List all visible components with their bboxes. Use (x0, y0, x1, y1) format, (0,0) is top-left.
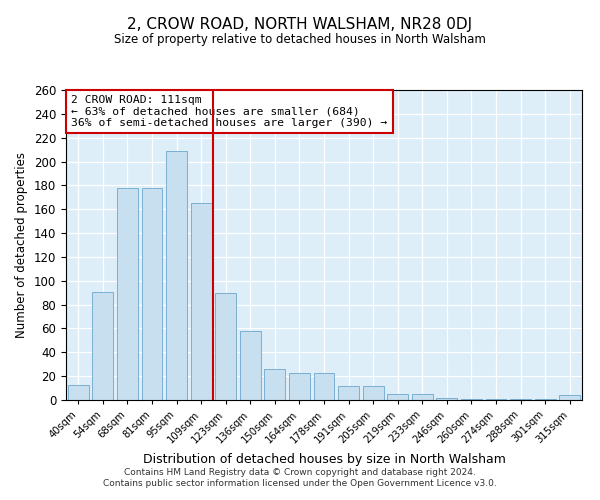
Bar (92, 292, 113, 400)
Text: 2 CROW ROAD: 111sqm
← 63% of detached houses are smaller (684)
36% of semi-detac: 2 CROW ROAD: 111sqm ← 63% of detached ho… (71, 94, 388, 128)
Bar (559, 395, 580, 400)
Bar (166, 151, 187, 400)
Bar (510, 399, 531, 400)
Bar (362, 386, 383, 400)
Text: Size of property relative to detached houses in North Walsham: Size of property relative to detached ho… (114, 32, 486, 46)
Bar (265, 369, 286, 400)
X-axis label: Distribution of detached houses by size in North Walsham: Distribution of detached houses by size … (143, 453, 505, 466)
Bar (535, 399, 556, 400)
Bar (338, 386, 359, 400)
Bar (387, 394, 408, 400)
Bar (142, 188, 163, 400)
Bar (461, 399, 482, 400)
Bar (314, 372, 334, 400)
Bar (412, 394, 433, 400)
Bar (117, 188, 138, 400)
Y-axis label: Number of detached properties: Number of detached properties (16, 152, 28, 338)
Bar (436, 398, 457, 400)
Bar (485, 399, 506, 400)
Bar (215, 292, 236, 400)
Bar (240, 331, 261, 400)
Bar (289, 372, 310, 400)
Bar (191, 204, 212, 400)
Bar (68, 384, 89, 400)
Text: 2, CROW ROAD, NORTH WALSHAM, NR28 0DJ: 2, CROW ROAD, NORTH WALSHAM, NR28 0DJ (127, 18, 473, 32)
Text: Contains HM Land Registry data © Crown copyright and database right 2024.
Contai: Contains HM Land Registry data © Crown c… (103, 468, 497, 487)
